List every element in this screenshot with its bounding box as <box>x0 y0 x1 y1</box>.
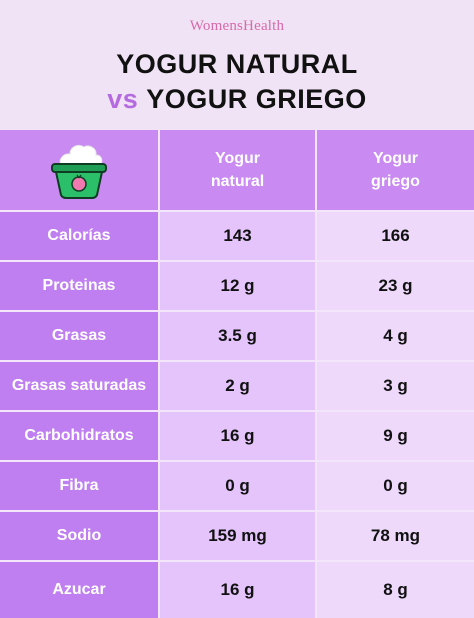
greek-value: 4 g <box>315 312 474 360</box>
greek-value: 78 mg <box>315 512 474 560</box>
table-row: Calorías 143 166 <box>0 212 474 260</box>
row-label: Fibra <box>0 462 158 510</box>
natural-value: 143 <box>158 212 315 260</box>
table-row: Carbohidratos 16 g 9 g <box>0 412 474 460</box>
natural-value: 3.5 g <box>158 312 315 360</box>
natural-value: 16 g <box>158 412 315 460</box>
table-row: Azucar 16 g 8 g <box>0 562 474 618</box>
natural-value: 159 mg <box>158 512 315 560</box>
row-label: Proteinas <box>0 262 158 310</box>
table-row: Sodio 159 mg 78 mg <box>0 512 474 560</box>
column-header-natural-line1: Yogur <box>214 150 261 167</box>
row-divider <box>0 560 474 562</box>
greek-value: 0 g <box>315 462 474 510</box>
row-label: Azucar <box>0 562 158 618</box>
table-row: Fibra 0 g 0 g <box>0 462 474 510</box>
header: WomensHealth YOGUR NATURAL vs YOGUR GRIEG… <box>0 0 474 130</box>
natural-value: 2 g <box>158 362 315 410</box>
icon-cell <box>0 130 158 210</box>
row-divider <box>0 310 474 312</box>
row-divider <box>0 210 474 212</box>
greek-value: 3 g <box>315 362 474 410</box>
greek-value: 166 <box>315 212 474 260</box>
greek-value: 8 g <box>315 562 474 618</box>
row-label: Carbohidratos <box>0 412 158 460</box>
column-header-greek-line1: Yogur <box>372 150 419 167</box>
greek-value: 9 g <box>315 412 474 460</box>
vs-label: vs <box>107 84 139 114</box>
yogurt-cup-icon <box>51 144 107 199</box>
row-divider <box>0 460 474 462</box>
column-header-greek-line2: griego <box>371 173 420 190</box>
column-header-natural-line2: natural <box>210 173 265 190</box>
column-header-natural: Yogur natural <box>158 130 315 210</box>
row-label: Grasas <box>0 312 158 360</box>
table-row: Grasas saturadas 2 g 3 g <box>0 362 474 410</box>
row-label: Calorías <box>0 212 158 260</box>
table-row: Proteinas 12 g 23 g <box>0 262 474 310</box>
title-line-1: YOGUR NATURAL <box>116 49 358 79</box>
row-divider <box>0 360 474 362</box>
table-header-row: Yogur natural Yogur griego <box>0 130 474 210</box>
natural-value: 12 g <box>158 262 315 310</box>
column-header-greek: Yogur griego <box>315 130 474 210</box>
row-label: Grasas saturadas <box>0 362 158 410</box>
table-row: Grasas 3.5 g 4 g <box>0 312 474 360</box>
title-line-2-text: YOGUR GRIEGO <box>146 84 367 114</box>
row-divider <box>0 410 474 412</box>
natural-value: 0 g <box>158 462 315 510</box>
comparison-table: Yogur natural Yogur griego Calorías 143 … <box>0 130 474 618</box>
row-divider <box>0 510 474 512</box>
row-label: Sodio <box>0 512 158 560</box>
natural-value: 16 g <box>158 562 315 618</box>
greek-value: 23 g <box>315 262 474 310</box>
title-line-2: vs YOGUR GRIEGO <box>0 84 474 115</box>
brand-logo: WomensHealth <box>189 18 285 34</box>
row-divider <box>0 260 474 262</box>
